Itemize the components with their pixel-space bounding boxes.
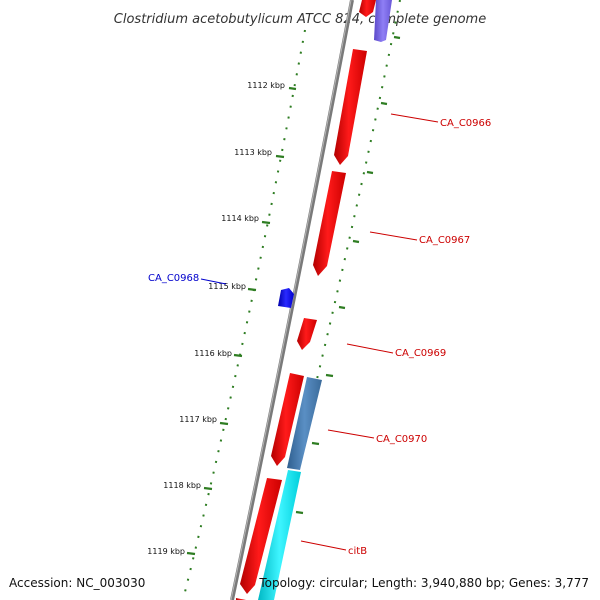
scale-labels: 1112 kbp 1113 kbp 1114 kbp 1115 kbp 1116… xyxy=(147,81,285,556)
gene-label-ca-c0968[interactable]: CA_C0968 xyxy=(148,273,199,284)
gene-arrow-ca-c0967 xyxy=(313,171,346,276)
accession-text: Accession: NC_003030 xyxy=(9,576,145,590)
cyan-bar xyxy=(258,470,301,600)
scale-label: 1112 kbp xyxy=(247,81,285,90)
scale-label: 1113 kbp xyxy=(234,148,272,157)
gene-arrow-ca-c0969 xyxy=(297,318,317,350)
scale-label: 1114 kbp xyxy=(221,214,259,223)
gene-leader-lines xyxy=(200,113,439,551)
outer-ruler-ticks xyxy=(295,35,401,515)
scale-label: 1116 kbp xyxy=(194,349,232,358)
gene-arrow-top-partial xyxy=(359,0,376,17)
purple-bar xyxy=(374,0,392,42)
gene-label-ca-c0970[interactable]: CA_C0970 xyxy=(376,434,427,445)
gene-label-citb[interactable]: citB xyxy=(348,546,367,557)
gene-arrow-citb xyxy=(240,478,282,594)
forward-genes xyxy=(236,0,376,600)
topology-text: Topology: circular; Length: 3,940,880 bp… xyxy=(258,576,589,590)
scale-label: 1119 kbp xyxy=(147,547,185,556)
gene-arrow-ca-c0966 xyxy=(334,49,367,165)
gene-label-ca-c0967[interactable]: CA_C0967 xyxy=(419,235,470,246)
scale-label: 1117 kbp xyxy=(179,415,217,424)
gene-arrow-ca-c0968 xyxy=(278,288,294,308)
scale-label: 1115 kbp xyxy=(208,282,246,291)
gene-label-ca-c0969[interactable]: CA_C0969 xyxy=(395,348,446,359)
gene-labels: CA_C0966 CA_C0967 CA_C0968 CA_C0969 CA_C… xyxy=(148,118,491,557)
inner-ruler xyxy=(182,29,306,600)
genome-backbone xyxy=(230,0,354,600)
map-title: Clostridium acetobutylicum ATCC 824, com… xyxy=(114,12,486,27)
gene-label-ca-c0966[interactable]: CA_C0966 xyxy=(440,118,491,129)
second-track xyxy=(258,0,392,600)
steel-bar xyxy=(287,377,322,470)
inner-ruler-ticks xyxy=(186,86,297,556)
scale-label: 1118 kbp xyxy=(163,481,201,490)
gene-arrow-ca-c0970 xyxy=(271,373,304,466)
